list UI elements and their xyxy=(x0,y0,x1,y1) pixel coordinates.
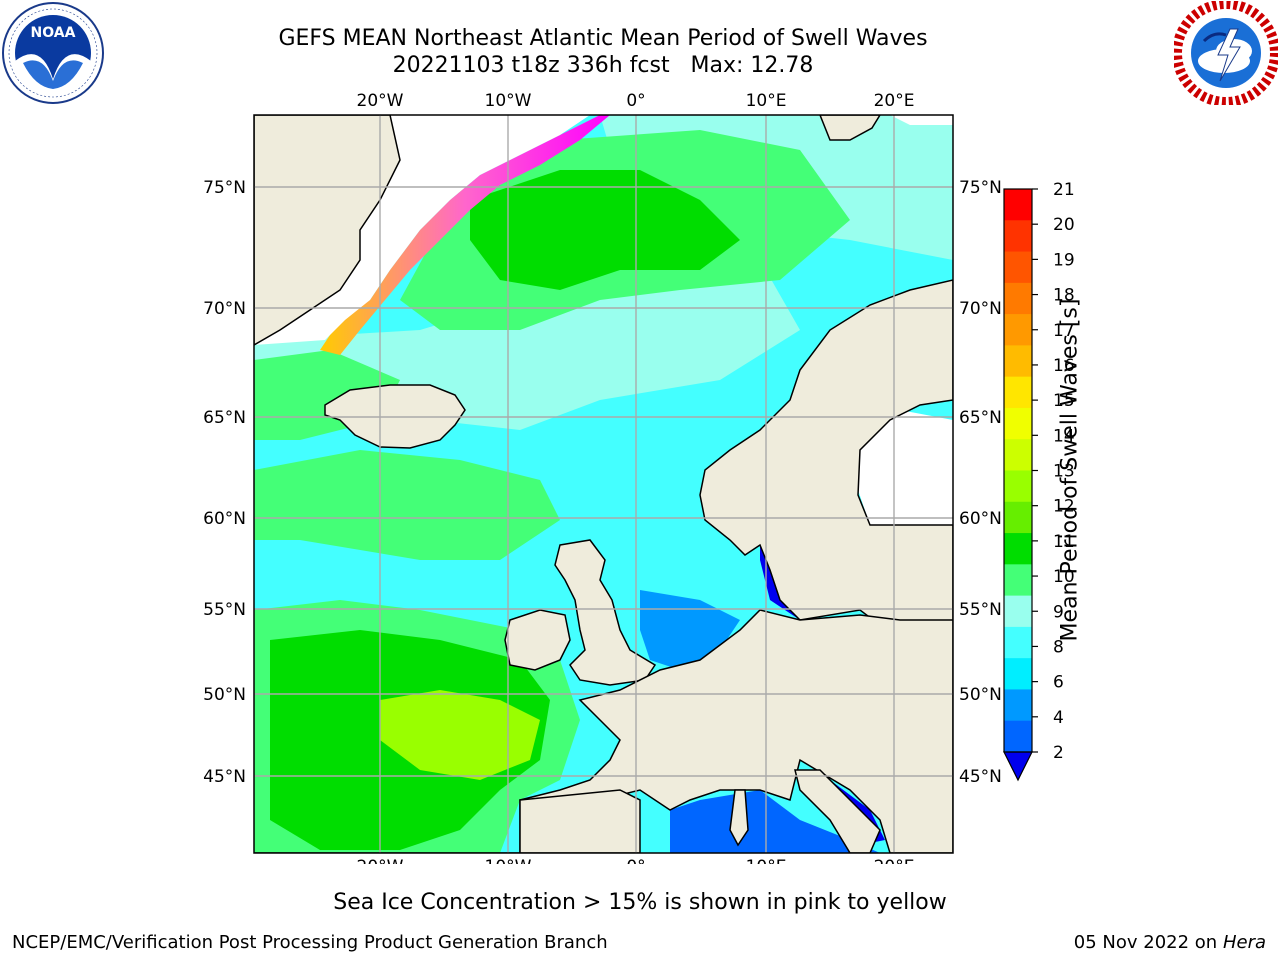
land-ireland xyxy=(504,609,571,671)
footer-date-text: 05 Nov 2022 on xyxy=(1073,932,1218,953)
lat-label-left: 65°N xyxy=(203,408,246,428)
colorbar-tick-label: 19 xyxy=(1053,250,1075,270)
lat-label-left: 55°N xyxy=(203,600,246,620)
sea-ice-baltic-white xyxy=(858,410,953,525)
colorbar-ticks: 21 20 19 18 17 16 15 14 13 12 11 10 9 8 6 4 2 xyxy=(1032,180,1075,763)
colorbar-segment xyxy=(1004,407,1032,440)
colorbar-tick-label: 21 xyxy=(1053,180,1075,200)
colorbar-segment xyxy=(1004,689,1032,722)
colorbar-segment xyxy=(1004,595,1032,628)
footer-credit: NCEP/EMC/Verification Post Processing Pr… xyxy=(12,932,608,953)
map-frame xyxy=(253,114,954,854)
lon-label-bottom: 10°E xyxy=(746,857,787,864)
colorbar-segment xyxy=(1004,314,1032,346)
colorbar-tick-label: 13 xyxy=(1053,462,1075,482)
colorbar-segment xyxy=(1004,720,1032,753)
colorbar-segment xyxy=(1004,658,1032,690)
swell-field-mediterranean xyxy=(670,790,880,853)
footer-date: 05 Nov 2022 on Hera xyxy=(1074,932,1266,953)
colorbar-tick-label: 12 xyxy=(1053,497,1075,517)
swell-field-10-11s-c xyxy=(254,450,560,560)
colorbar-tick-label: 11 xyxy=(1053,532,1075,552)
colorbar-segment xyxy=(1004,533,1032,565)
colorbar-tick-label: 8 xyxy=(1053,637,1064,657)
colorbar-segment xyxy=(1004,501,1032,534)
colorbar-tick-label: 18 xyxy=(1053,286,1075,306)
lon-label-top: 10°E xyxy=(746,91,787,111)
lon-label-bottom: 20°W xyxy=(357,857,404,864)
lat-label-left: 60°N xyxy=(203,509,246,529)
lat-label-right: 60°N xyxy=(959,509,1002,529)
colorbar-segment xyxy=(1004,376,1032,409)
lat-label-right: 50°N xyxy=(959,685,1002,705)
lon-label-bottom: 0° xyxy=(626,857,645,864)
land-greenland xyxy=(254,115,401,346)
colorbar-segment xyxy=(1004,470,1032,503)
colorbar-label: Mean Period of Swell Waves [s] xyxy=(1057,298,1083,642)
sea-ice-svalbard-white xyxy=(890,115,953,125)
lat-label-right: 65°N xyxy=(959,408,1002,428)
colorbar-segment xyxy=(1004,345,1032,378)
colorbar-segment xyxy=(1004,626,1032,659)
colorbar-tick-label: 15 xyxy=(1053,391,1075,411)
lat-label-left: 45°N xyxy=(203,767,246,787)
colorbar-segment xyxy=(1004,220,1032,253)
land-continental-europe xyxy=(254,609,953,853)
colorbar-tick-label: 16 xyxy=(1053,356,1075,376)
lon-label-bottom: 10°W xyxy=(485,857,532,864)
sea-ice-greenland-edge xyxy=(320,115,610,355)
swell-field-12-13s xyxy=(380,690,540,780)
colorbar-segment xyxy=(1004,251,1032,284)
caption: Sea Ice Concentration > 15% is shown in … xyxy=(333,890,947,915)
colorbar-segment xyxy=(1004,439,1032,471)
noaa-logo-text: NOAA xyxy=(31,25,76,41)
lat-label-right: 70°N xyxy=(959,299,1002,319)
colorbar-tick-label: 9 xyxy=(1053,602,1064,622)
lat-label-left: 75°N xyxy=(203,178,246,198)
colorbar-segments xyxy=(1003,189,1033,782)
land-italy xyxy=(794,769,881,853)
colorbar-extend-triangle xyxy=(1003,751,1033,782)
land-scandinavia xyxy=(699,279,953,853)
noaa-logo: NOAA xyxy=(2,2,104,104)
chart-title: GEFS MEAN Northeast Atlantic Mean Period… xyxy=(278,26,928,51)
colorbar-segment xyxy=(1004,282,1032,315)
colorbar-frame xyxy=(1003,188,1033,753)
chart-subtitle: 20221103 t18z 336h fcst Max: 12.78 xyxy=(392,53,814,78)
nws-logo xyxy=(1174,1,1278,105)
lat-label-left: 50°N xyxy=(203,685,246,705)
lat-label-left: 70°N xyxy=(203,299,246,319)
lon-label-top: 10°W xyxy=(485,91,532,111)
colorbar-segment xyxy=(1004,189,1032,221)
lon-label-top: 20°E xyxy=(874,91,915,111)
land-iberia xyxy=(519,789,641,853)
swell-period-map: 20°W 10°W 0° 10°E 20°E 20°W 10°W 0° 10°E… xyxy=(203,91,1002,864)
map-gridlines xyxy=(254,115,953,853)
colorbar-tick-label: 4 xyxy=(1053,708,1064,728)
colorbar-tick-label: 20 xyxy=(1053,215,1075,235)
colorbar-tick-label: 6 xyxy=(1053,673,1064,693)
colorbar-tick-label: 17 xyxy=(1053,321,1075,341)
lon-label-top: 20°W xyxy=(357,91,404,111)
lat-label-right: 45°N xyxy=(959,767,1002,787)
colorbar-tick-label: 2 xyxy=(1053,743,1064,763)
land-svalbard xyxy=(819,115,881,141)
land-great-britain xyxy=(554,539,657,686)
land-corsica-sardinia xyxy=(729,789,749,847)
lat-label-right: 75°N xyxy=(959,178,1002,198)
colorbar-tick-label: 14 xyxy=(1053,426,1075,446)
lon-label-bottom: 20°E xyxy=(874,857,915,864)
lat-label-right: 55°N xyxy=(959,600,1002,620)
colorbar: 21 20 19 18 17 16 15 14 13 12 11 10 9 8 6 4 2 xyxy=(1003,180,1075,782)
swell-field-11-12s xyxy=(470,170,740,290)
lon-label-top: 0° xyxy=(626,91,645,111)
footer-host: Hera xyxy=(1222,932,1266,953)
colorbar-segment xyxy=(1004,564,1032,597)
colorbar-tick-label: 10 xyxy=(1053,567,1075,587)
